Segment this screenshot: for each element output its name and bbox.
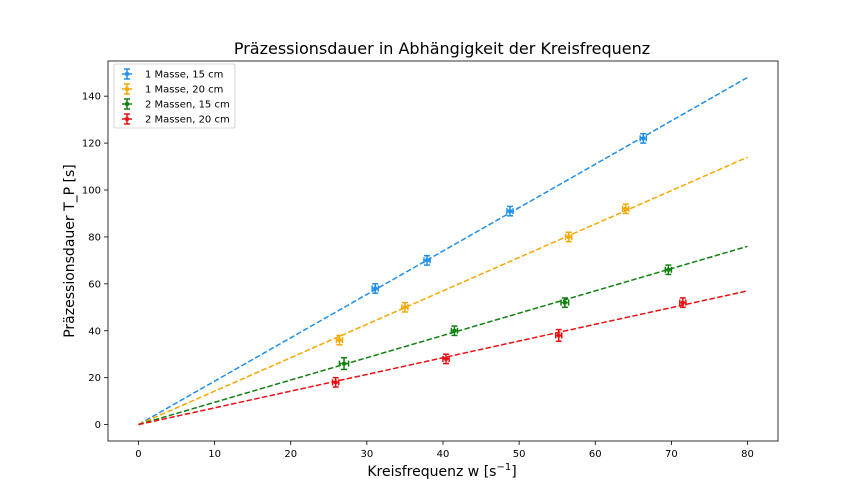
data-point <box>444 357 448 361</box>
fit-line <box>138 245 748 426</box>
legend-label: 2 Massen, 15 cm <box>145 100 230 111</box>
series-2 <box>138 156 748 426</box>
legend-label: 2 Massen, 20 cm <box>145 115 230 126</box>
legend: 1 Masse, 15 cm 1 Masse, 20 cm 2 Massen, 15… <box>113 63 236 129</box>
series-1 <box>138 76 748 426</box>
legend-marker <box>125 72 129 76</box>
fit-line <box>138 76 748 426</box>
series-4 <box>138 290 748 426</box>
chart-title: Präzessionsdauer in Abhängigkeit der Kre… <box>234 39 650 58</box>
data-point <box>641 136 646 141</box>
y-tick-label: 20 <box>88 373 101 384</box>
legend-label: 1 Masse, 15 cm <box>145 70 223 81</box>
legend-marker <box>125 117 129 121</box>
y-axis-label: Präzessionsdauer T_P [s] <box>62 164 78 338</box>
x-axis-label-end: ] <box>511 464 516 480</box>
legend-entry-4: 2 Massen, 20 cm <box>122 113 230 126</box>
legend-marker <box>125 102 129 106</box>
legend-entry-3: 2 Massen, 15 cm <box>122 98 230 111</box>
y-tick-label: 0 <box>95 420 101 431</box>
data-point <box>566 235 571 239</box>
x-axis-label: Kreisfrequenz w [s−1] <box>367 462 516 480</box>
legend-entry-1: 1 Masse, 15 cm <box>122 68 223 81</box>
data-point <box>333 380 338 385</box>
legend-marker <box>125 87 129 91</box>
y-tick-label: 60 <box>88 279 101 290</box>
data-point <box>452 328 457 333</box>
data-point <box>508 209 512 213</box>
x-tick-label: 50 <box>513 449 526 460</box>
x-tick-label: 80 <box>741 449 754 460</box>
data-point <box>681 300 685 305</box>
y-tick-label: 40 <box>88 326 101 337</box>
x-tick-label: 0 <box>135 449 141 460</box>
legend-label: 1 Masse, 20 cm <box>145 85 223 96</box>
data-point <box>623 206 628 211</box>
data-point <box>342 361 346 366</box>
y-tick-label: 80 <box>88 232 101 243</box>
x-tick-label: 10 <box>208 449 221 460</box>
legend-box <box>113 63 236 129</box>
x-tick-label: 30 <box>360 449 373 460</box>
data-point <box>563 300 567 305</box>
plot-layer <box>138 76 748 426</box>
fit-line <box>138 156 748 426</box>
data-point <box>403 305 407 310</box>
data-point <box>425 258 429 263</box>
y-tick-label: 100 <box>82 186 101 197</box>
y-tick-label: 140 <box>82 92 101 103</box>
ticks-layer: 0 10 20 30 40 50 60 70 80 0 20 40 60 80 100 120 140 <box>82 92 754 460</box>
data-point <box>556 333 561 338</box>
y-tick-label: 120 <box>82 139 101 150</box>
data-point <box>337 338 342 342</box>
x-axis-label-superscript: −1 <box>496 462 511 473</box>
x-tick-label: 60 <box>589 449 602 460</box>
x-tick-label: 20 <box>284 449 297 460</box>
legend-entry-2: 1 Masse, 20 cm <box>122 83 223 96</box>
data-point <box>373 286 378 291</box>
series-3 <box>138 245 748 426</box>
x-tick-label: 70 <box>665 449 678 460</box>
data-point <box>666 267 671 272</box>
x-axis-label-main: Kreisfrequenz w [s <box>367 464 496 480</box>
x-tick-label: 40 <box>437 449 450 460</box>
